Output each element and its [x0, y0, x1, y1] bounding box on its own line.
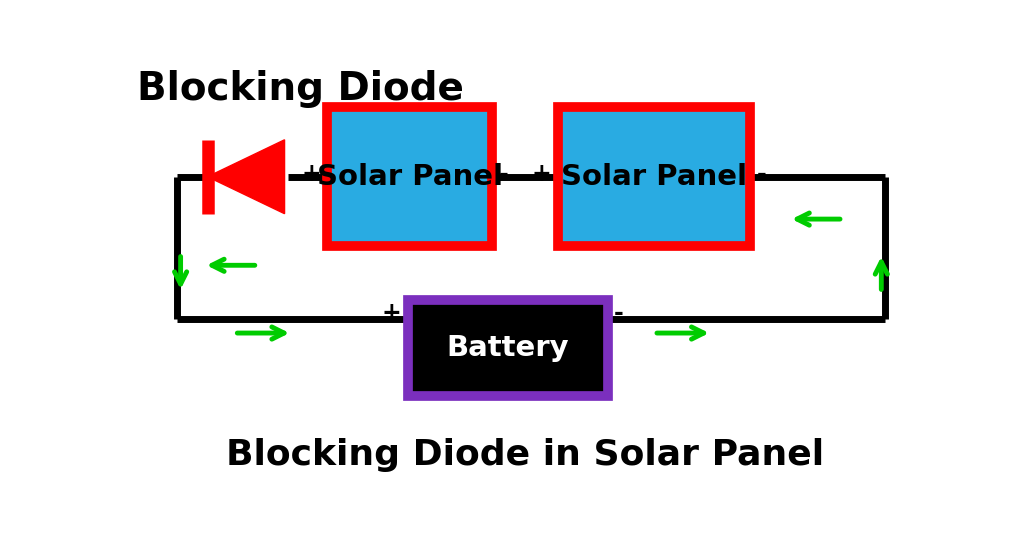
Text: -: -: [499, 162, 508, 185]
Text: Solar Panel: Solar Panel: [316, 163, 503, 191]
Text: +: +: [382, 301, 401, 325]
Polygon shape: [208, 140, 285, 214]
Bar: [327, 107, 493, 246]
Text: -: -: [614, 301, 624, 325]
Text: Battery: Battery: [446, 334, 569, 362]
Bar: [558, 107, 751, 246]
Text: Blocking Diode: Blocking Diode: [137, 70, 464, 108]
Text: Solar Panel: Solar Panel: [561, 163, 748, 191]
Text: +: +: [532, 162, 552, 185]
Bar: [408, 300, 608, 396]
Text: Blocking Diode in Solar Panel: Blocking Diode in Solar Panel: [225, 438, 824, 472]
Text: -: -: [757, 162, 766, 185]
Text: +: +: [301, 162, 321, 185]
